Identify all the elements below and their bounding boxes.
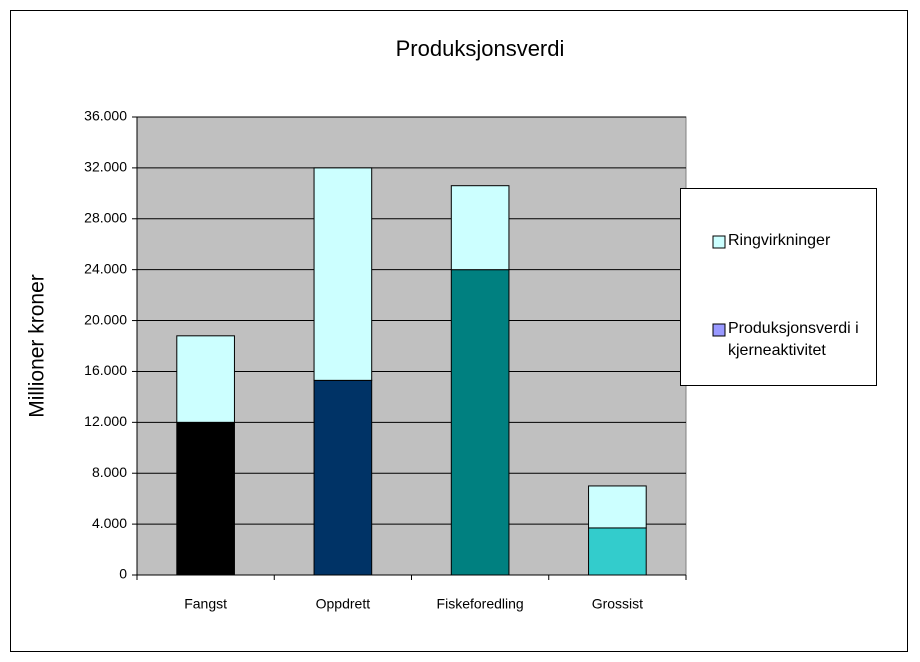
legend-entry: Ringvirkninger [728,232,831,249]
chart-title: Produksjonsverdi [396,36,565,61]
y-axis-label: Millioner kroner [26,274,49,418]
y-tick-label: 28.000 [84,209,127,225]
legend-swatch [712,235,726,249]
x-tick-label: Fiskeforedling [437,596,524,612]
legend-label: Ringvirkninger [728,232,831,249]
y-tick-label: 0 [119,566,127,582]
y-tick-label: 36.000 [84,108,127,124]
legend-entry: Produksjonsverdi i kjerneaktivitet [728,320,859,359]
x-tick-label: Grossist [592,596,643,612]
bar-segment [588,485,647,529]
x-tick-label: Oppdrett [316,596,371,612]
y-tick-label: 8.000 [92,464,127,480]
bar-segment [588,527,647,576]
bar-segment [176,421,235,576]
legend-box [680,188,877,386]
y-tick-label: 20.000 [84,311,127,327]
bar-segment [176,335,235,423]
bar-segment [450,269,510,576]
y-tick-label: 4.000 [92,515,127,531]
bar-segment [313,167,373,381]
y-tick-label: 24.000 [84,260,127,276]
y-tick-label: 16.000 [84,362,127,378]
bar-segment [450,185,510,271]
y-tick-label: 12.000 [84,413,127,429]
legend-label: Produksjonsverdi i kjerneaktivitet [728,320,859,359]
legend-swatch [712,323,726,337]
x-tick-label: Fangst [184,596,227,612]
bar-segment [313,379,373,576]
y-tick-label: 32.000 [84,159,127,175]
